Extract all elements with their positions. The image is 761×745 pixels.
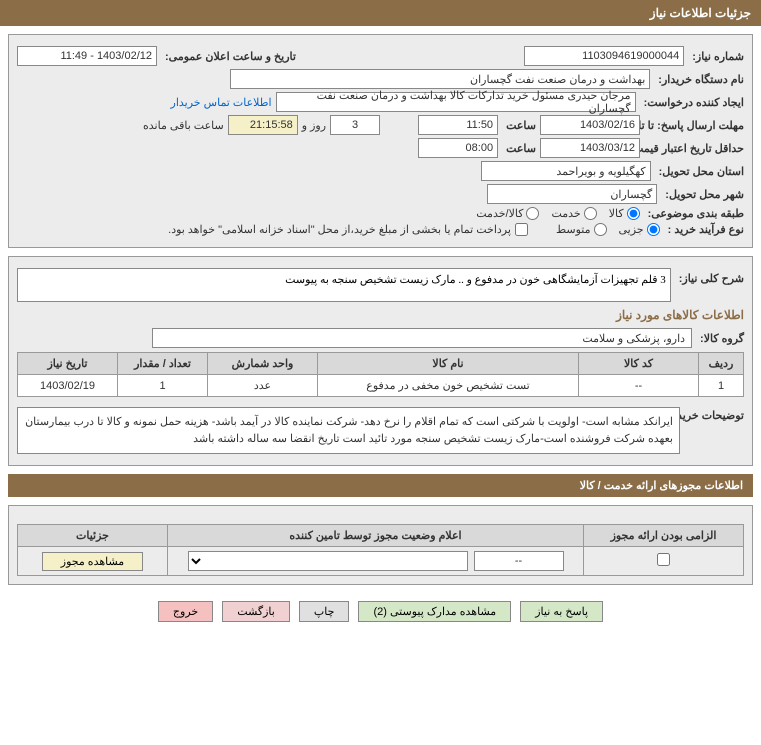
need-number-label: شماره نیاز:	[688, 50, 744, 63]
cell-idx: 1	[699, 375, 744, 397]
announce-label: تاریخ و ساعت اعلان عمومی:	[161, 50, 296, 63]
buyer-org-field: بهداشت و درمان صنعت نفت گچساران	[230, 69, 650, 89]
cat-both-label: کالا/خدمت	[476, 207, 523, 220]
col-code: کد کالا	[579, 353, 699, 375]
days-suffix: روز و	[302, 119, 326, 132]
info-panel: شماره نیاز: 1103094619000044 تاریخ و ساع…	[8, 34, 753, 248]
contact-link[interactable]: اطلاعات تماس خریدار	[171, 96, 272, 109]
cat-both-radio[interactable]	[526, 207, 539, 220]
cat-service-radio[interactable]	[584, 207, 597, 220]
items-table: ردیف کد کالا نام کالا واحد شمارش تعداد /…	[17, 352, 744, 397]
lic-col-status: اعلام وضعیت مجوز توسط تامین کننده	[168, 525, 584, 547]
cell-date: 1403/02/19	[18, 375, 118, 397]
license-section-title: اطلاعات مجوزهای ارائه خدمت / کالا	[580, 480, 743, 492]
cat-goods-radio[interactable]	[627, 207, 640, 220]
col-idx: ردیف	[699, 353, 744, 375]
proc-partial-label: جزیی	[619, 223, 644, 236]
back-button[interactable]: بازگشت	[222, 601, 290, 622]
requester-field: مرجان حیدری مسئول خرید تدارکات کالا بهدا…	[276, 92, 636, 112]
page-title: جزئیات اطلاعات نیاز	[650, 6, 751, 20]
validity-date-field: 1403/03/12	[540, 138, 640, 158]
need-number-field: 1103094619000044	[524, 46, 684, 66]
license-status-select[interactable]	[188, 551, 468, 571]
reply-button[interactable]: پاسخ به نیاز	[520, 601, 603, 622]
license-status-value: --	[474, 551, 564, 571]
need-title-textarea[interactable]	[17, 268, 671, 302]
lic-col-required: الزامی بودن ارائه مجوز	[584, 525, 744, 547]
days-field: 3	[330, 115, 380, 135]
notes-label: توضیحات خریدار:	[684, 403, 744, 422]
need-title-label: شرح کلی نیاز:	[675, 268, 744, 285]
hour-label-1: ساعت	[502, 119, 536, 132]
treasury-checkbox[interactable]	[515, 223, 528, 236]
col-qty: تعداد / مقدار	[118, 353, 208, 375]
validity-label: حداقل تاریخ اعتبار قیمت: تا تاریخ:	[644, 142, 744, 155]
process-radio-group: جزیی متوسط	[556, 223, 660, 236]
col-date: تاریخ نیاز	[18, 353, 118, 375]
col-name: نام کالا	[318, 353, 579, 375]
group-label: گروه کالا:	[696, 332, 744, 345]
license-table: الزامی بودن ارائه مجوز اعلام وضعیت مجوز …	[17, 524, 744, 576]
province-field: کهگیلویه و بویراحمد	[481, 161, 651, 181]
treasury-label: پرداخت تمام یا بخشی از مبلغ خرید،از محل …	[168, 223, 511, 236]
col-unit: واحد شمارش	[208, 353, 318, 375]
proc-medium-label: متوسط	[556, 223, 591, 236]
exit-button[interactable]: خروج	[158, 601, 213, 622]
cell-code: --	[579, 375, 699, 397]
hour-label-2: ساعت	[502, 142, 536, 155]
proc-medium-radio[interactable]	[594, 223, 607, 236]
attachments-button[interactable]: مشاهده مدارک پیوستی (2)	[358, 601, 511, 622]
city-field: گچساران	[487, 184, 657, 204]
city-label: شهر محل تحویل:	[661, 188, 744, 201]
deadline-time-field: 11:50	[418, 115, 498, 135]
cell-qty: 1	[118, 375, 208, 397]
process-label: نوع فرآیند خرید :	[664, 223, 744, 236]
license-section-header: اطلاعات مجوزهای ارائه خدمت / کالا	[8, 474, 753, 497]
view-license-button[interactable]: مشاهده مجوز	[42, 552, 143, 571]
requester-label: ایجاد کننده درخواست:	[640, 96, 744, 109]
print-button[interactable]: چاپ	[299, 601, 350, 622]
action-button-row: پاسخ به نیاز مشاهده مدارک پیوستی (2) چاپ…	[0, 593, 761, 630]
table-row: 1 -- تست تشخیص خون مخفی در مدفوع عدد 1 1…	[18, 375, 744, 397]
cell-unit: عدد	[208, 375, 318, 397]
validity-time-field: 08:00	[418, 138, 498, 158]
countdown-field: 21:15:58	[228, 115, 298, 135]
license-required-checkbox[interactable]	[657, 553, 670, 566]
group-field: دارو، پزشکی و سلامت	[152, 328, 692, 348]
province-label: استان محل تحویل:	[655, 165, 744, 178]
proc-partial-radio[interactable]	[647, 223, 660, 236]
license-panel: الزامی بودن ارائه مجوز اعلام وضعیت مجوز …	[8, 505, 753, 585]
cat-service-label: خدمت	[551, 207, 580, 220]
deadline-label: مهلت ارسال پاسخ: تا تاریخ:	[644, 119, 744, 132]
deadline-date-field: 1403/02/16	[540, 115, 640, 135]
items-header: اطلاعات کالاهای مورد نیاز	[17, 308, 744, 322]
cell-name: تست تشخیص خون مخفی در مدفوع	[318, 375, 579, 397]
description-panel: شرح کلی نیاز: اطلاعات کالاهای مورد نیاز …	[8, 256, 753, 466]
license-row: -- مشاهده مجوز	[18, 547, 744, 576]
lic-col-details: جزئیات	[18, 525, 168, 547]
page-header: جزئیات اطلاعات نیاز	[0, 0, 761, 26]
announce-field: 1403/02/12 - 11:49	[17, 46, 157, 66]
category-label: طبقه بندی موضوعی:	[644, 207, 744, 220]
notes-box: ایرانکد مشابه است- اولویت با شرکتی است ک…	[17, 407, 680, 454]
cat-goods-label: کالا	[609, 207, 624, 220]
remain-label: ساعت باقی مانده	[143, 119, 224, 132]
buyer-org-label: نام دستگاه خریدار:	[654, 73, 744, 86]
category-radio-group: کالا خدمت کالا/خدمت	[476, 207, 639, 220]
